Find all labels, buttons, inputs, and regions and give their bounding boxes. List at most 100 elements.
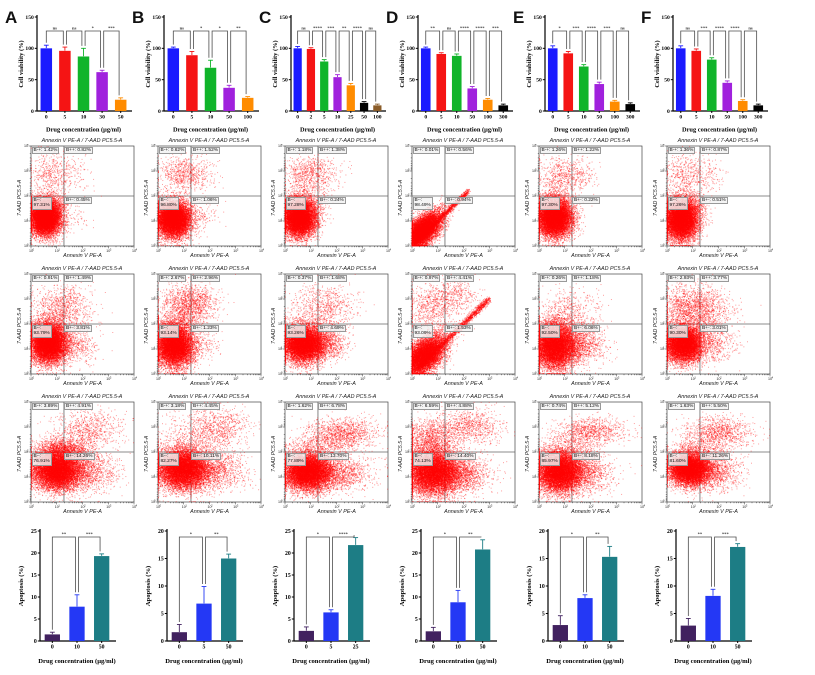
x-tick-label: 0 <box>172 115 175 121</box>
bar <box>420 48 431 111</box>
svg-text:20: 20 <box>31 551 37 557</box>
error-bar <box>709 57 715 60</box>
bar <box>706 59 717 111</box>
bar <box>425 631 441 641</box>
y-axis-title: Cell viability (%) <box>526 40 533 87</box>
x-tick-label: 5 <box>191 115 194 121</box>
bar <box>552 625 568 641</box>
flow-plot-title: Annexin V PE-A / 7-AAD PC5.5-A <box>549 266 631 272</box>
svg-text:20: 20 <box>539 529 545 535</box>
bars <box>552 545 618 641</box>
bar <box>691 50 702 111</box>
flow-plot-title: Annexin V PE-A / 7-AAD PC5.5-A <box>549 138 631 144</box>
x-axis-title: Drug concentration (µg/ml) <box>38 658 115 665</box>
panel-E: E 0 50 100 150 Cell viability (%) 0 5 10 50 100 300… <box>508 0 646 675</box>
quadrant-label-tr: B++: 5.50% <box>699 402 730 411</box>
quadrant-label-tr: B++: 4.91% <box>63 402 94 411</box>
quadrant-label-bl: B--: 97.31% <box>31 196 52 210</box>
flow-plot-C-1: Annexin V PE-A / 7-AAD PC5.5-A 7-AAD PC5.… <box>271 138 392 266</box>
flow-plot-title: Annexin V PE-A / 7-AAD PC5.5-A <box>295 394 377 400</box>
x-tick-label: 100 <box>611 115 620 121</box>
x-tick-label: 0 <box>51 645 54 651</box>
sig-label: **** <box>730 25 740 30</box>
flow-plot-title: Annexin V PE-A / 7-AAD PC5.5-A <box>549 394 631 400</box>
flow-plot-title: Annexin V PE-A / 7-AAD PC5.5-A <box>677 394 759 400</box>
sig-label: ** <box>595 531 600 536</box>
x-tick-label: 300 <box>499 115 508 121</box>
flow-plot-title: Annexin V PE-A / 7-AAD PC5.5-A <box>295 138 377 144</box>
flow-plot-F-1: Annexin V PE-A / 7-AAD PC5.5-A 7-AAD PC5.… <box>653 138 774 266</box>
quadrant-label-bl: B--: 93.09% <box>412 324 433 338</box>
error-bar <box>735 543 741 547</box>
sig-label: ns <box>53 25 58 30</box>
bar <box>547 48 558 111</box>
svg-text:0: 0 <box>542 639 545 645</box>
x-tick-label: 100 <box>484 115 493 121</box>
viability-chart-F: 0 50 100 150 Cell viability (%) 0 5 10 50 100 300 n… <box>654 15 768 134</box>
svg-text:25: 25 <box>285 529 291 535</box>
error-bar <box>710 588 716 596</box>
svg-text:20: 20 <box>412 551 418 557</box>
viability-chart-D: 0 50 100 150 Cell viability (%) 0 5 10 50 100 300 *… <box>399 15 513 134</box>
x-tick-label: 10 <box>710 645 716 651</box>
bar <box>346 85 355 111</box>
y-axis-title: Cell viability (%) <box>654 40 661 87</box>
svg-text:100: 100 <box>406 46 415 52</box>
quadrant-label-bl: B--: 77.89% <box>285 452 306 466</box>
bar <box>436 53 447 111</box>
sig-label: ns <box>369 25 374 30</box>
y-axis-title: Apoptosis (%) <box>18 566 25 606</box>
sig-label: * <box>219 25 222 30</box>
svg-text:0: 0 <box>161 639 164 645</box>
bar <box>96 72 108 111</box>
error-bar <box>170 46 176 49</box>
x-axis-title: Drug concentration (µg/ml) <box>554 127 629 134</box>
x-tick-label: 5 <box>203 645 206 651</box>
flow-x-axis-title: Annexin V PE-A <box>699 509 738 515</box>
x-axis-title: Drug concentration (µg/ml) <box>300 127 375 134</box>
bar <box>737 100 748 111</box>
quadrant-label-tr: B++: 1.18% <box>571 274 602 283</box>
flow-y-axis-title: 7-AAD PC5.5-A <box>17 179 23 217</box>
sig-label: **** <box>353 25 363 30</box>
flow-plot-A-2: Annexin V PE-A / 7-AAD PC5.5-A 7-AAD PC5.… <box>17 266 138 394</box>
flow-x-axis-title: Annexin V PE-A <box>571 509 610 515</box>
quadrant-label-bl: B--: 81.60% <box>667 452 688 466</box>
svg-text:100: 100 <box>279 46 288 52</box>
flow-plot-title: Annexin V PE-A / 7-AAD PC5.5-A <box>295 266 377 272</box>
x-tick-label: 50 <box>361 115 367 121</box>
flow-y-axis-title: 7-AAD PC5.5-A <box>271 435 277 473</box>
y-axis-title: Cell viability (%) <box>272 40 279 87</box>
svg-text:25: 25 <box>31 529 37 535</box>
bar <box>594 84 605 111</box>
flow-y-axis-title: 7-AAD PC5.5-A <box>525 435 531 473</box>
quadrant-label-tr: B++: 1.68% <box>317 274 348 283</box>
quadrant-label-bl: B--: 97.30% <box>539 196 560 210</box>
flow-y-axis-title: 7-AAD PC5.5-A <box>144 435 150 473</box>
svg-text:20: 20 <box>285 551 291 557</box>
x-tick-label: 10 <box>709 115 715 121</box>
panel-D: D 0 50 100 150 Cell viability (%) 0 5 10 50 100 300… <box>381 0 519 675</box>
svg-text:150: 150 <box>25 15 34 21</box>
quadrant-label-br: B+-: 0.51% <box>699 196 728 205</box>
bar <box>705 595 721 641</box>
error-bar <box>607 545 613 557</box>
x-tick-label: 30 <box>99 115 105 121</box>
x-axis-title: Drug concentration (µg/ml) <box>427 127 502 134</box>
quadrant-label-br: B+-: 14.26% <box>63 452 95 461</box>
flow-plot-E-3: Annexin V PE-A / 7-AAD PC5.5-A 7-AAD PC5.… <box>525 394 646 522</box>
flow-plot-title: Annexin V PE-A / 7-AAD PC5.5-A <box>168 266 250 272</box>
x-axis-title: Drug concentration (µg/ml) <box>419 658 496 665</box>
bar <box>348 545 364 641</box>
quadrant-label-tr: B++: 6.78% <box>317 402 348 411</box>
x-axis-title: Drug concentration (µg/ml) <box>682 127 757 134</box>
error-bar <box>550 45 556 49</box>
svg-text:15: 15 <box>285 573 291 579</box>
bar <box>40 48 53 111</box>
flow-plot-title: Annexin V PE-A / 7-AAD PC5.5-A <box>677 266 759 272</box>
bar <box>77 56 90 111</box>
flow-plot-title: Annexin V PE-A / 7-AAD PC5.5-A <box>41 394 123 400</box>
panel-F: F 0 50 100 150 Cell viability (%) 0 5 10 50 100 300… <box>636 0 774 675</box>
